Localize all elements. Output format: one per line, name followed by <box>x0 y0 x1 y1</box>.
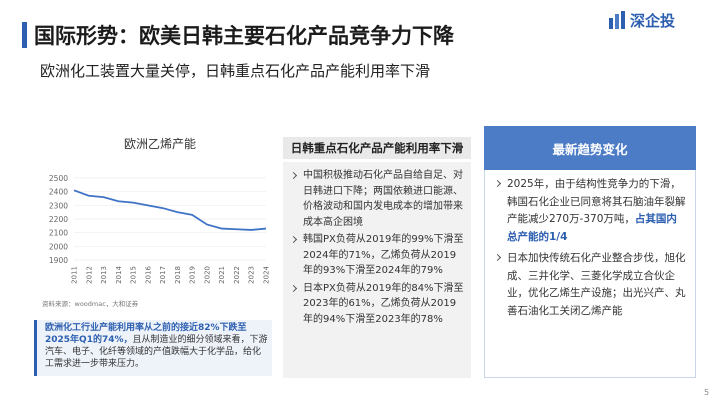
y-tick-label: 2000 <box>49 242 68 251</box>
bullet-highlight: 占其国内总产能的1/4 <box>507 213 677 243</box>
chart-title: 欧洲乙烯产能 <box>124 137 196 151</box>
bullet: 日本加快传统石化产业整合步伐，旭化成、三井化学、三菱化学成立合伙企业，优化乙烯生… <box>493 250 687 320</box>
bullet: 韩国PX负荷从2019年的99%下滑至2024年的71%，乙烯负荷从2019年的… <box>289 232 465 279</box>
x-tick-label: 2021 <box>218 266 226 284</box>
bullet-text: 中国积极推动石化产品自给自足、对日韩进口下降；两国依赖进口能源、价格波动和国内发… <box>303 170 463 228</box>
bullet: 2025年，由于结构性竞争力的下滑，韩国石化企业已同意将其石脑油年裂解产能减少2… <box>493 176 687 246</box>
y-tick-label: 2300 <box>49 201 68 210</box>
bullet-text: 日本PX负荷从2019年的84%下滑至2023年的61%，乙烯负荷从2019年的… <box>303 282 464 325</box>
y-tick-label: 2200 <box>49 215 68 224</box>
panel-heading: 最新趋势变化 <box>484 126 696 170</box>
x-tick-label: 2019 <box>189 266 197 284</box>
x-tick-label: 2015 <box>130 266 138 284</box>
x-tick-label: 2024 <box>263 265 271 283</box>
y-tick-label: 2500 <box>49 174 68 183</box>
source-note: 资料来源：woodmac，大和证券 <box>42 299 139 308</box>
title-bar <box>22 22 27 48</box>
panel-body: 2025年，由于结构性竞争力的下滑，韩国石化企业已同意将其石脑油年裂解产能减少2… <box>484 170 696 378</box>
x-tick-label: 2023 <box>248 266 256 284</box>
bullet: 中国积极推动石化产品自给自足、对日韩进口下降；两国依赖进口能源、价格波动和国内发… <box>289 168 465 230</box>
y-tick-label: 2100 <box>49 229 68 238</box>
x-tick-label: 2011 <box>71 266 79 284</box>
slide-title: 国际形势：欧美日韩主要石化产品竞争力下降 <box>34 24 454 48</box>
panel-heading: 日韩重点石化产品产能利用率下滑 <box>283 137 471 159</box>
x-tick-label: 2020 <box>203 266 211 284</box>
x-tick-label: 2017 <box>159 266 167 284</box>
bullet-text: 日本加快传统石化产业整合步伐，旭化成、三井化学、三菱化学成立合伙企业，优化乙烯生… <box>507 252 686 317</box>
panel-body: 中国积极推动石化产品自给自足、对日韩进口下降；两国依赖进口能源、价格波动和国内发… <box>283 162 471 378</box>
x-tick-label: 2016 <box>144 265 152 283</box>
page-number: 5 <box>704 388 710 397</box>
y-tick-label: 1900 <box>49 256 68 265</box>
chart: 欧洲乙烯产能 1900 2000 2100 2200 2300 2400 2500 2011 20… <box>42 137 271 308</box>
note-highlight: 欧洲化工行业产能利用率从之前的接近82%下跌至2025年Q1的74%， <box>45 323 247 345</box>
x-tick-label: 2012 <box>85 266 93 284</box>
x-tick-label: 2022 <box>233 266 241 284</box>
bullet: 日本PX负荷从2019年的84%下滑至2023年的61%，乙烯负荷从2019年的… <box>289 281 465 328</box>
europe-note: 欧洲化工行业产能利用率从之前的接近82%下跌至2025年Q1的74%，且从制造业… <box>34 320 272 376</box>
bullet-text: 2025年，由于结构性竞争力的下滑，韩国石化企业已同意将其石脑油年裂解产能减少2… <box>507 178 686 225</box>
logo-icon <box>609 11 625 29</box>
bullet-text: 韩国PX负荷从2019年的99%下滑至2024年的71%，乙烯负荷从2019年的… <box>303 234 464 276</box>
y-tick-label: 2400 <box>49 188 68 197</box>
x-tick-label: 2018 <box>174 266 182 284</box>
x-tick-label: 2013 <box>100 266 108 284</box>
x-tick-label: 2014 <box>115 265 123 283</box>
slide-subtitle: 欧洲化工装置大量关停，日韩重点石化产品产能利用率下滑 <box>40 62 431 80</box>
note-text: 且从制造业的细分领域来看，下游汽车、电子、化纤等领域的产值跌幅大于化学品，给化工… <box>45 335 268 369</box>
line <box>73 189 267 231</box>
logo-text: 深企投 <box>630 12 676 30</box>
